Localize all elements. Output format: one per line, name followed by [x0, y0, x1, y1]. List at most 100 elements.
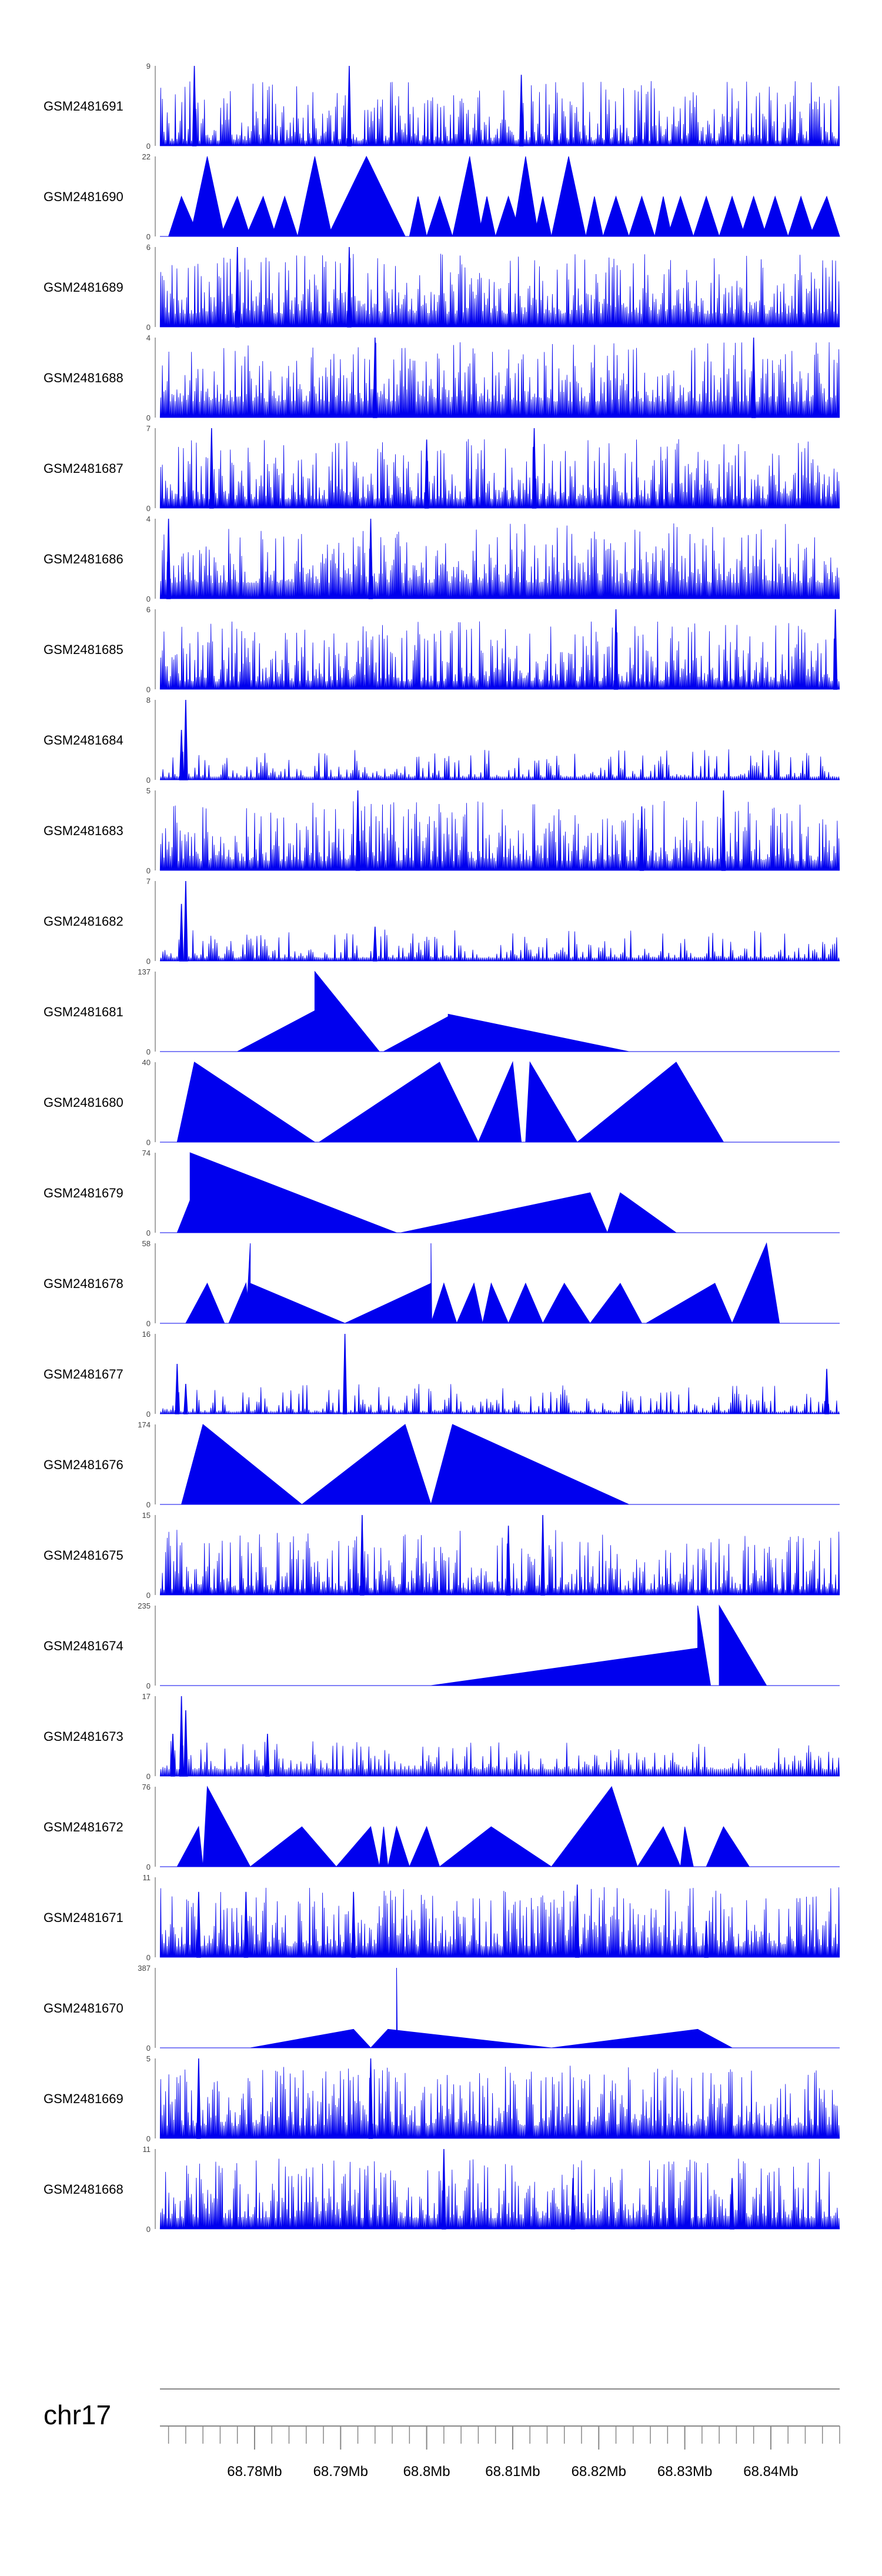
signal-spike [183, 1710, 188, 1777]
signal-peak [314, 970, 380, 1052]
signal-coverage [159, 801, 840, 871]
signal-spike [540, 1514, 545, 1596]
track-ymin-label: 0 [146, 1772, 151, 1781]
signal-spike [183, 880, 188, 962]
signal-spike [166, 518, 171, 599]
track-ymax-label: 8 [146, 696, 151, 705]
signal-spike [639, 806, 644, 871]
track-panels: GSM248169190GSM2481690220GSM248168960GSM… [44, 62, 840, 2234]
signal-peak [731, 1242, 780, 1324]
track-panel: GSM2481675 15 0 [44, 1511, 840, 1600]
signal-peak [387, 1826, 410, 1867]
track-ymax-label: 174 [138, 1420, 151, 1429]
signal-peak [202, 1786, 251, 1867]
track-ymax-label: 235 [138, 1601, 151, 1610]
track-label: GSM2481669 [44, 2091, 123, 2106]
signal-peak [379, 1826, 389, 1867]
signal-spike [243, 1891, 249, 1958]
track-ymax-label: 6 [146, 605, 151, 614]
signal-spike [574, 1884, 580, 1958]
signal-spike [175, 1363, 180, 1414]
track-panel: GSM2481677 16 0 [44, 1330, 840, 1419]
signal-peak [693, 195, 720, 237]
track-label: GSM2481671 [44, 1910, 123, 1925]
signal-peak [525, 1061, 578, 1143]
track-ymin-label: 0 [146, 866, 151, 875]
track-ymin-label: 0 [146, 1138, 151, 1147]
track-label: GSM2481677 [44, 1367, 123, 1382]
track-ymin-label: 0 [146, 957, 151, 966]
track-ymax-label: 7 [146, 877, 151, 886]
track-panel: GSM2481691 9 0 [44, 62, 840, 151]
signal-peak [607, 1192, 677, 1233]
signal-peak [447, 1013, 629, 1052]
track-panel: GSM2481690 22 0 [44, 152, 840, 241]
track-ymin-label: 0 [146, 142, 151, 151]
signal-peak [300, 1424, 432, 1505]
signal-peak [740, 195, 767, 237]
signal-spike [209, 428, 214, 509]
signal-peak [430, 1647, 699, 1686]
tick-label: 68.81Mb [485, 2464, 540, 2480]
signal-spike [265, 1733, 270, 1777]
signal-peak [245, 1243, 251, 1324]
signal-coverage [159, 1741, 840, 1777]
signal-peak [482, 1282, 509, 1324]
signal-spike [833, 609, 838, 690]
signal-spike [179, 729, 184, 780]
track-label: GSM2481681 [44, 1005, 123, 1019]
track-label: GSM2481680 [44, 1095, 123, 1110]
signal-peak [409, 1826, 440, 1867]
signal-peak [409, 196, 427, 237]
signal-peak [370, 2028, 552, 2048]
signal-spike [721, 790, 726, 871]
tick-label: 68.79Mb [313, 2464, 368, 2480]
track-ymax-label: 15 [142, 1511, 151, 1520]
track-ymin-label: 0 [146, 1410, 151, 1419]
track-panel: GSM2481685 6 0 [44, 605, 840, 694]
signal-peak [551, 2028, 733, 2048]
signal-coverage [159, 621, 840, 690]
track-ymax-label: 4 [146, 515, 151, 523]
signal-peak [249, 1826, 338, 1867]
signal-peak [542, 1283, 591, 1324]
track-ymin-label: 0 [146, 232, 151, 241]
signal-peak [245, 195, 277, 237]
signal-spike [519, 75, 524, 146]
signal-spike [368, 2058, 373, 2139]
track-panel: GSM2481678 58 0 [44, 1239, 840, 1328]
track-label: GSM2481678 [44, 1276, 123, 1291]
signal-peak [271, 195, 298, 237]
signal-spike [613, 609, 619, 690]
track-ymax-label: 74 [142, 1149, 151, 1157]
signal-coverage [159, 1887, 840, 1958]
signal-spike [347, 65, 352, 146]
signal-peak [809, 195, 840, 237]
track-ymax-label: 11 [143, 2145, 151, 2154]
signal-spike [368, 518, 373, 599]
track-panel: GSM2481683 5 0 [44, 786, 840, 875]
signal-peak [318, 1062, 479, 1143]
signal-peak [327, 155, 406, 237]
track-ymin-label: 0 [146, 1500, 151, 1509]
track-ymin-label: 0 [146, 595, 151, 603]
track-label: GSM2481683 [44, 823, 123, 838]
track-ymin-label: 0 [146, 1863, 151, 1871]
signal-coverage [159, 1530, 840, 1596]
track-ymax-label: 11 [143, 1873, 151, 1882]
track-label: GSM2481691 [44, 99, 123, 114]
track-ymin-label: 0 [146, 2225, 151, 2234]
signal-peak [512, 156, 539, 237]
signal-spike [373, 337, 377, 418]
signal-peak [719, 195, 746, 237]
track-label: GSM2481673 [44, 1729, 123, 1744]
signal-peak [250, 1283, 345, 1324]
track-panel: GSM2481682 7 0 [44, 877, 840, 966]
track-label: GSM2481687 [44, 461, 123, 476]
signal-peak [430, 1424, 629, 1505]
signal-spike [179, 903, 184, 962]
signal-spike [730, 2178, 734, 2230]
signal-peak [181, 1424, 303, 1505]
track-ymin-label: 0 [146, 1319, 151, 1328]
